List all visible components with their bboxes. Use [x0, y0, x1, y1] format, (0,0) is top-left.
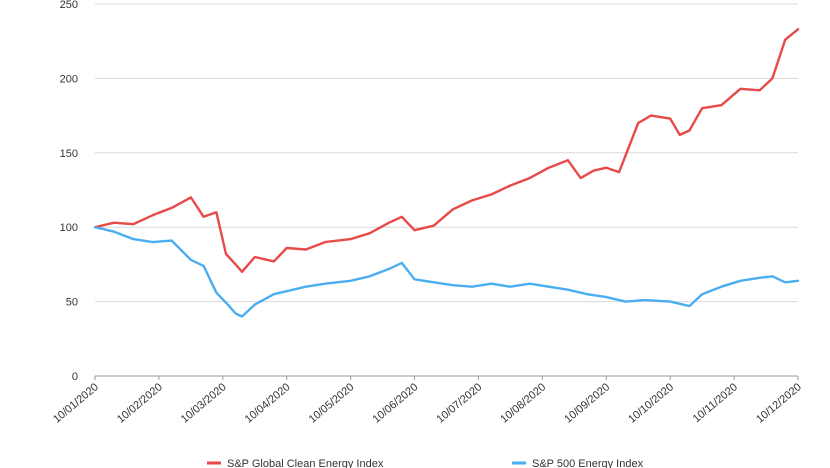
- x-tick-label: 10/04/2020: [243, 381, 293, 426]
- series-lines: [93, 28, 800, 318]
- x-tick-label: 10/10/2020: [626, 381, 676, 426]
- x-tick-label: 10/07/2020: [434, 381, 484, 426]
- y-axis-ticks: 0 50 100 150 200 250: [60, 0, 78, 383]
- x-tick-label: 10/12/2020: [754, 381, 804, 426]
- x-tick-label: 10/02/2020: [115, 381, 165, 426]
- x-tick-label: 10/09/2020: [562, 381, 612, 426]
- x-tick-label: 10/06/2020: [371, 381, 421, 426]
- y-tick-label: 100: [60, 222, 78, 234]
- x-tick-label: 10/08/2020: [498, 381, 548, 426]
- x-tick-label: 10/05/2020: [307, 381, 357, 426]
- series-line-1: [93, 226, 800, 318]
- x-tick-label: 10/01/2020: [51, 381, 101, 426]
- y-tick-label: 250: [60, 0, 78, 11]
- y-tick-label: 150: [60, 148, 78, 160]
- legend: S&P Global Clean Energy Index S&P 500 Ene…: [207, 458, 644, 468]
- legend-label: S&P Global Clean Energy Index: [227, 458, 384, 468]
- x-axis-ticks: 10/01/2020 10/02/2020 10/03/2020 10/04/2020…: [51, 376, 804, 426]
- y-tick-label: 200: [60, 73, 78, 85]
- y-tick-label: 0: [72, 371, 78, 383]
- y-tick-label: 50: [66, 297, 78, 309]
- gridlines: [95, 3, 798, 377]
- x-tick-label: 10/11/2020: [691, 381, 740, 425]
- series-line-0: [93, 28, 800, 273]
- x-tick-label: 10/03/2020: [179, 381, 229, 426]
- legend-label: S&P 500 Energy Index: [532, 458, 644, 468]
